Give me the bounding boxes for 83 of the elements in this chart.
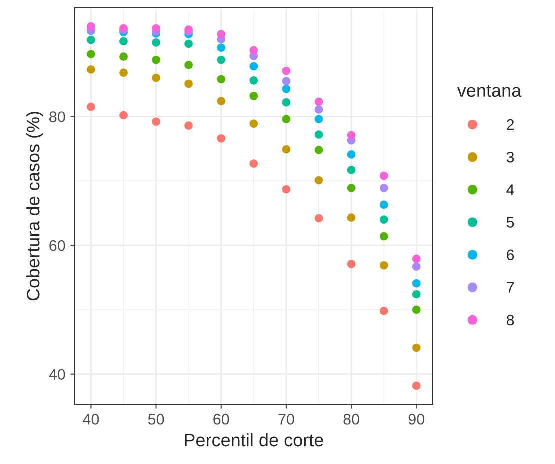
point (152, 24, 160, 33)
point (184, 122, 193, 130)
point (120, 68, 128, 78)
point (380, 200, 388, 210)
point (314, 115, 324, 124)
legend-label: 7 (507, 282, 514, 293)
point (152, 56, 160, 64)
point (412, 344, 421, 352)
point (314, 130, 324, 139)
point (380, 232, 388, 241)
point (152, 38, 160, 47)
point (347, 260, 356, 268)
legend-label: 8 (506, 314, 514, 326)
point (250, 160, 258, 168)
point (250, 120, 258, 128)
point (184, 61, 193, 70)
point (217, 56, 226, 64)
point (412, 279, 421, 288)
point (87, 22, 96, 31)
point (250, 92, 258, 100)
point (412, 254, 421, 264)
point (120, 52, 128, 61)
x-axis-title: Percentil de corte (185, 433, 324, 447)
legend-label: 5 (506, 217, 514, 228)
point (217, 44, 226, 52)
point (87, 102, 96, 112)
point (282, 98, 291, 107)
y-tick-label: 40 (49, 369, 66, 380)
point (412, 306, 421, 314)
point (282, 84, 291, 94)
x-tick-label: 80 (344, 414, 360, 425)
point (347, 214, 356, 222)
x-tick-label: 70 (278, 414, 294, 425)
point (314, 105, 324, 114)
point (217, 97, 226, 106)
y-axis-title: Cobertura de casos (%) (26, 112, 44, 301)
point (380, 216, 388, 224)
point (184, 80, 193, 88)
legend-label: 2 (507, 119, 514, 130)
point (314, 176, 324, 185)
point (347, 166, 356, 174)
point (380, 261, 388, 270)
legend-label: 3 (506, 152, 514, 163)
point (120, 37, 128, 46)
x-tick-label: 60 (214, 414, 230, 425)
point (314, 98, 324, 106)
point (282, 185, 291, 194)
point (314, 214, 324, 223)
point (282, 115, 291, 124)
point (217, 30, 226, 38)
point (380, 307, 388, 316)
point (347, 150, 356, 159)
point (250, 46, 258, 55)
point (412, 382, 421, 390)
point (217, 134, 226, 143)
point (152, 74, 160, 82)
point (282, 145, 291, 154)
point (87, 66, 96, 74)
point (380, 184, 388, 192)
point (282, 66, 291, 76)
point (87, 50, 96, 58)
point (184, 40, 193, 48)
point (152, 118, 160, 126)
point (314, 146, 324, 154)
point (87, 36, 96, 44)
point (282, 77, 291, 86)
point (347, 131, 356, 140)
point (347, 184, 356, 192)
legend-label: 4 (506, 184, 514, 196)
point (380, 172, 388, 180)
point (250, 62, 258, 71)
point (412, 262, 421, 271)
x-tick-label: 90 (408, 414, 425, 425)
y-tick-label: 80 (50, 112, 66, 122)
point (120, 111, 128, 120)
legend-title: ventana (457, 85, 522, 98)
point (217, 75, 226, 84)
x-tick-label: 40 (83, 414, 100, 425)
y-tick-label: 60 (50, 240, 66, 252)
legend-label: 6 (507, 250, 514, 261)
x-tick-label: 50 (148, 414, 164, 425)
point (412, 290, 421, 299)
point (250, 76, 258, 85)
